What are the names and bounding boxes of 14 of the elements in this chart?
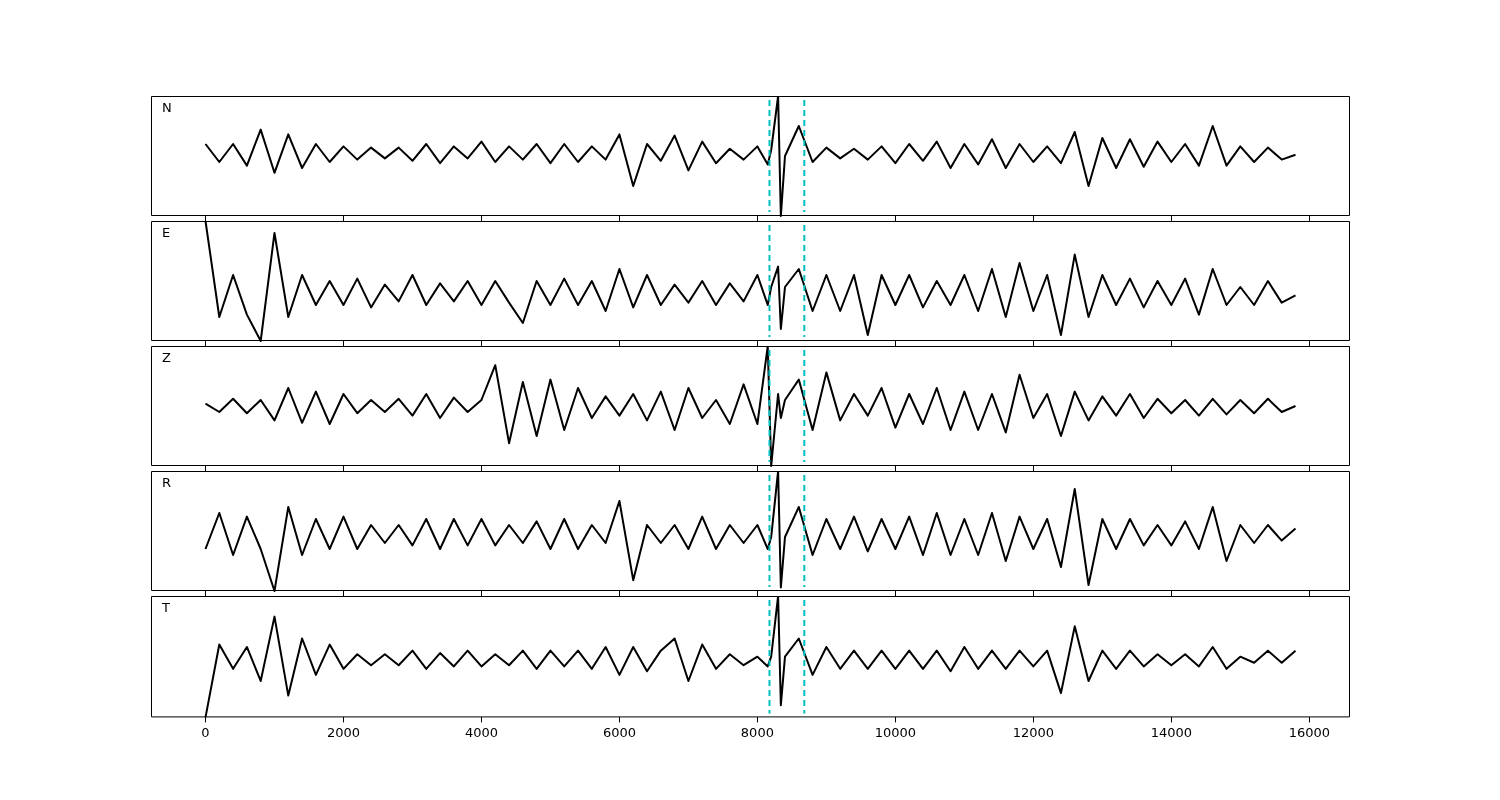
annotation: T xyxy=(161,599,170,615)
annotation: E xyxy=(162,224,171,240)
annotation: Z xyxy=(162,349,171,365)
x-tick-label: 0 xyxy=(201,724,210,740)
x-tick-label: 12000 xyxy=(1012,724,1055,740)
x-tick-label: 10000 xyxy=(874,724,917,740)
x-tick-label: 16000 xyxy=(1288,724,1330,740)
x-tick-label: 4000 xyxy=(464,724,498,740)
x-tick-label: 2000 xyxy=(326,724,361,740)
x-tick-label: 6000 xyxy=(602,724,636,740)
x-tick-label: 8000 xyxy=(740,724,774,740)
x-tick-label: 14000 xyxy=(1150,724,1192,740)
annotation: N xyxy=(162,99,172,115)
annotation: R xyxy=(162,474,172,490)
